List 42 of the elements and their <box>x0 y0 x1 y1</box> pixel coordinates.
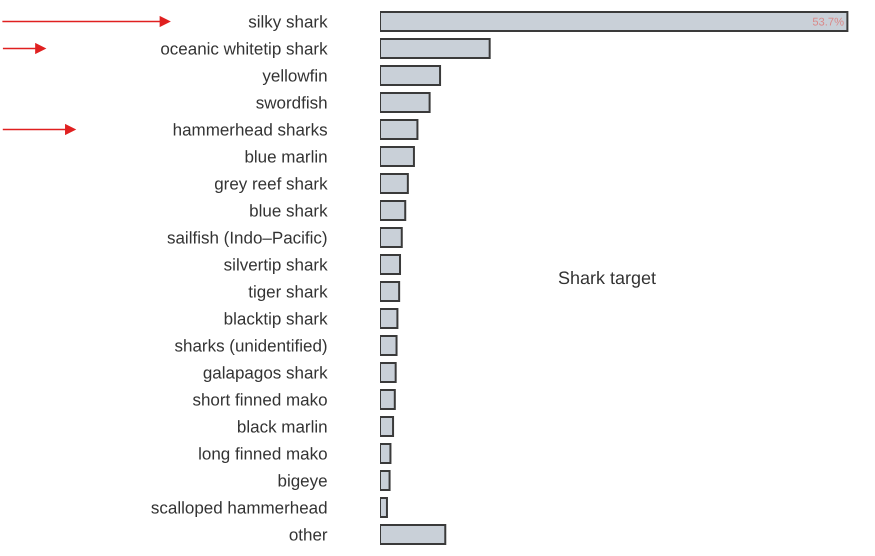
bar <box>380 443 392 464</box>
bar <box>380 173 409 194</box>
y-tick-label: bigeye <box>277 471 328 490</box>
bar <box>380 254 402 275</box>
y-tick-label: swordfish <box>256 93 328 112</box>
y-tick-label: sharks (unidentified) <box>174 336 328 356</box>
bar <box>380 146 415 167</box>
bar <box>380 497 388 518</box>
bar <box>380 38 491 59</box>
y-tick-label: yellowfin <box>262 66 328 86</box>
bar <box>380 335 398 356</box>
y-tick-label: tiger shark <box>248 282 328 302</box>
data-label: 53.7% <box>812 16 844 28</box>
y-tick-label: black marlin <box>236 417 328 436</box>
y-tick-label: blue marlin <box>244 147 328 166</box>
bar <box>380 470 391 491</box>
annotation: Shark target <box>558 268 656 288</box>
bar <box>380 227 403 248</box>
bar <box>380 416 394 437</box>
y-tick-label: silvertip shark <box>224 255 328 274</box>
bar <box>380 65 442 86</box>
bar <box>380 92 431 113</box>
bar <box>380 281 400 302</box>
y-tick-label: long finned mako <box>198 444 328 464</box>
y-tick-label: oceanic whitetip shark <box>160 39 328 58</box>
y-tick-label: scalloped hammerhead <box>150 498 328 518</box>
y-tick-label: blacktip shark <box>224 309 328 328</box>
y-tick-label: blue shark <box>249 201 328 220</box>
y-tick-label: short finned mako <box>192 390 328 410</box>
bar <box>380 200 406 221</box>
y-tick-label: galapagos shark <box>202 363 328 382</box>
bar <box>380 362 397 383</box>
y-tick-label: grey reef shark <box>214 174 328 194</box>
y-tick-label: other <box>288 525 328 544</box>
bar <box>380 11 848 32</box>
bar <box>380 389 396 410</box>
bar <box>380 524 446 545</box>
y-tick-label: silky shark <box>248 12 328 32</box>
y-tick-label: sailfish (Indo–Pacific) <box>166 228 328 248</box>
bar <box>380 119 418 140</box>
bar <box>380 308 398 329</box>
y-tick-label: hammerhead sharks <box>172 120 328 140</box>
